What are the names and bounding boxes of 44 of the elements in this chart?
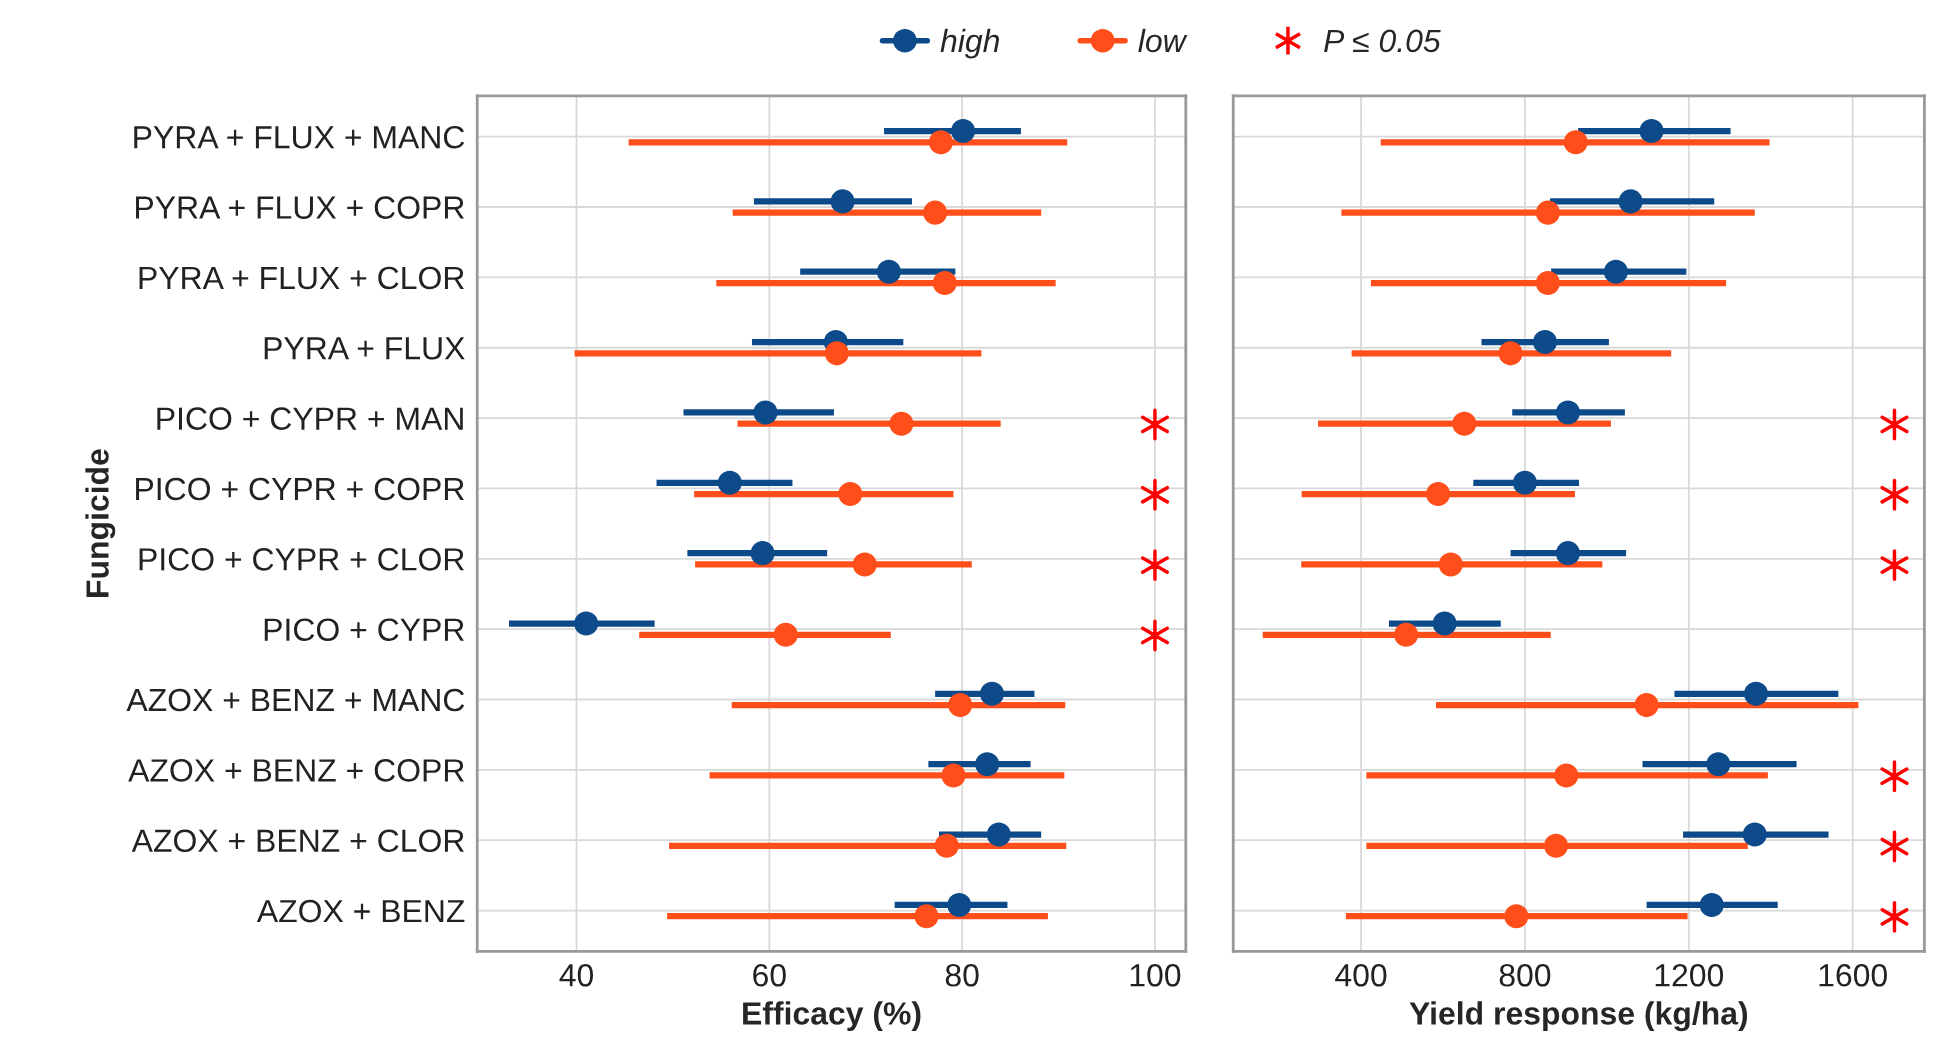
- point: [1438, 552, 1463, 577]
- x-tick-label: 1600: [1819, 964, 1887, 987]
- point: [1634, 693, 1659, 718]
- y-tick-label: PICO + CYPR: [264, 618, 464, 642]
- x-tick-label: 60: [753, 964, 786, 987]
- x-tick-label: 400: [1335, 964, 1387, 987]
- point: [1394, 622, 1419, 647]
- point: [1563, 130, 1588, 155]
- legend-label: P ≤ 0.05: [1324, 29, 1441, 53]
- point: [1498, 341, 1523, 366]
- point: [1880, 760, 1909, 793]
- x-tick-label: 800: [1499, 964, 1551, 987]
- x-tick-label: 80: [945, 964, 979, 987]
- point: [1544, 833, 1569, 858]
- x-tick-label: 40: [559, 964, 594, 987]
- y-tick-label: PYRA + FLUX + CLOR: [139, 266, 464, 290]
- y-tick-label: AZOX + BENZ + COPR: [128, 759, 464, 782]
- y-tick-label: PYRA + FLUX + MANC: [134, 125, 465, 149]
- y-axis-title: Fungicide: [85, 449, 116, 597]
- y-tick-label: AZOX + BENZ: [256, 899, 465, 923]
- x-axis-title: Efficacy (%): [743, 1001, 921, 1032]
- point: [1535, 200, 1560, 225]
- legend-label: high: [940, 28, 999, 59]
- point: [1880, 549, 1909, 582]
- point: [1880, 900, 1909, 933]
- y-tick-label: PYRA + FLUX: [264, 337, 465, 360]
- point: [1426, 482, 1451, 507]
- x-tick-label: 1200: [1655, 964, 1724, 987]
- y-tick-label: PICO + CYPR + MAN: [157, 407, 463, 430]
- y-tick-label: PYRA + FLUX + COPR: [136, 196, 464, 219]
- point: [1504, 904, 1529, 929]
- y-tick-label: AZOX + BENZ + CLOR: [131, 829, 464, 853]
- point: [1554, 763, 1579, 788]
- point: [1535, 270, 1560, 296]
- point: [1880, 830, 1909, 863]
- point: [1880, 478, 1909, 511]
- y-tick-label: PICO + CYPR + COPR: [136, 477, 464, 501]
- x-axis-title: Yield response (kg/ha): [1409, 1001, 1748, 1032]
- x-tick-label: 100: [1130, 964, 1181, 987]
- y-tick-label: AZOX + BENZ + MANC: [126, 688, 465, 712]
- point: [1880, 408, 1909, 441]
- point: [1452, 411, 1477, 436]
- y-tick-label: PICO + CYPR + CLOR: [139, 548, 464, 571]
- legend-label: low: [1138, 28, 1188, 53]
